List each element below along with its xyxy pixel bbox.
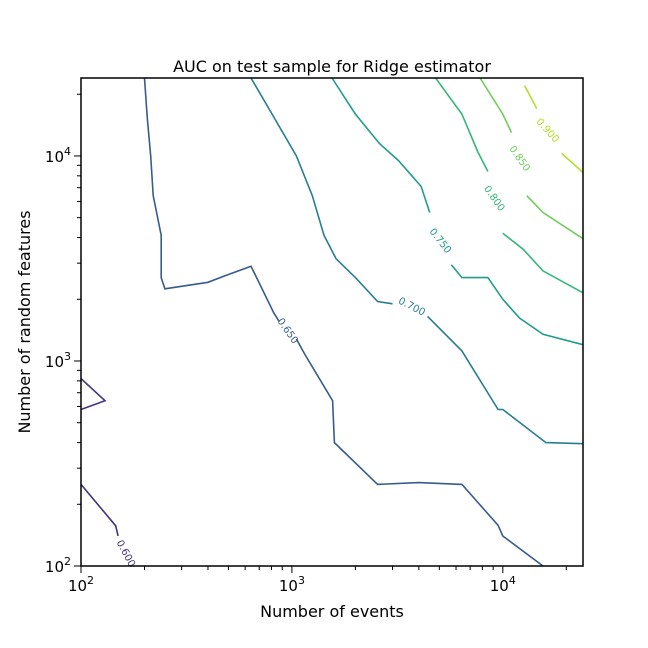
x-tick-exp: 2 <box>87 574 94 587</box>
x-tick-label: 102 <box>68 574 94 595</box>
x-tick-label: 103 <box>279 574 305 595</box>
contour-line-0.600-1 <box>80 483 119 537</box>
contour-line-0.700-0 <box>250 77 393 305</box>
contour-label-0.750: 0.750 <box>427 227 453 256</box>
y-tick-base: 10 <box>45 148 64 166</box>
y-tick-exp: 2 <box>64 555 71 568</box>
chart-title: AUC on test sample for Ridge estimator <box>173 57 491 76</box>
contour-label-0.850: 0.850 <box>506 144 531 174</box>
contour-line-0.900-1 <box>561 152 584 174</box>
contour-line-0.800-0 <box>434 77 489 172</box>
contour-line-0.850-1 <box>526 195 584 240</box>
x-axis-label: Number of events <box>260 602 404 621</box>
y-tick-label: 104 <box>45 145 71 166</box>
x-axis-ticks: 102 103 104 <box>68 566 567 595</box>
contour-line-0.900-0 <box>523 85 538 110</box>
contour-label-0.650: 0.650 <box>275 316 300 346</box>
contour-line-0.750-1 <box>450 264 584 346</box>
y-tick-base: 10 <box>45 558 64 576</box>
y-tick-label: 102 <box>45 555 71 576</box>
contour-line-0.650-1 <box>295 338 544 567</box>
contour-line-0.650-0 <box>143 77 280 322</box>
y-tick-exp: 4 <box>64 145 71 158</box>
x-tick-exp: 3 <box>298 574 305 587</box>
x-tick-base: 10 <box>490 577 509 595</box>
y-tick-base: 10 <box>45 353 64 371</box>
contour-label-0.800: 0.800 <box>481 184 506 214</box>
contour-label-0.600: 0.600 <box>114 539 137 569</box>
y-axis-label: Number of random features <box>15 210 34 433</box>
x-tick-base: 10 <box>279 577 298 595</box>
contour-line-0.850-0 <box>479 77 513 133</box>
contour-line-0.600-0 <box>80 378 107 411</box>
contour-line-0.800-1 <box>502 232 584 294</box>
x-tick-exp: 4 <box>509 574 516 587</box>
x-tick-base: 10 <box>68 577 87 595</box>
contour-line-0.700-1 <box>427 315 584 445</box>
contour-label-0.700: 0.700 <box>396 296 427 319</box>
y-tick-label: 103 <box>45 350 71 371</box>
contour-lines <box>80 77 584 567</box>
contour-label-0.900: 0.900 <box>534 117 561 146</box>
x-tick-label: 104 <box>490 574 516 595</box>
plot-frame <box>80 77 584 567</box>
y-tick-exp: 3 <box>64 350 71 363</box>
contour-line-0.750-0 <box>331 77 431 213</box>
